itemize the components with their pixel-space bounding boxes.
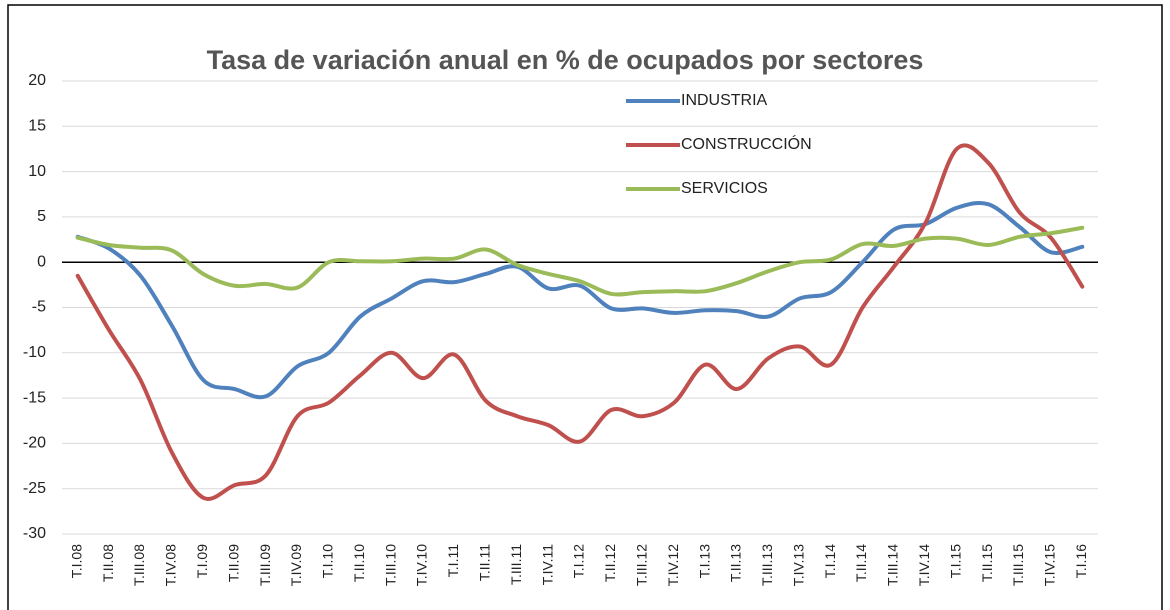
x-tick-label: T.IV.14 — [916, 544, 932, 587]
x-tick-label: T.IV.12 — [665, 544, 681, 587]
x-tick-label: T.II.15 — [979, 544, 995, 582]
y-tick-label: 0 — [37, 253, 46, 270]
x-tick-label: T.I.10 — [320, 544, 336, 578]
y-tick-label: -10 — [23, 344, 46, 361]
x-tick-label: T.III.08 — [131, 544, 147, 586]
y-tick-label: -25 — [23, 480, 46, 497]
x-tick-label: T.IV.09 — [288, 544, 304, 587]
series-line — [75, 225, 1085, 297]
y-tick-label: -30 — [23, 525, 46, 542]
legend-label: CONSTRUCCIÓN — [681, 134, 812, 153]
x-tick-label: T.IV.08 — [163, 544, 179, 587]
x-tick-label: T.I.08 — [68, 544, 84, 578]
x-tick-label: T.II.11 — [477, 544, 493, 581]
y-tick-label: 20 — [28, 72, 46, 89]
y-tick-label: 15 — [28, 118, 46, 135]
y-tick-label: 5 — [37, 208, 46, 225]
x-tick-label: T.IV.11 — [539, 544, 555, 585]
chart-frame — [7, 4, 1163, 610]
x-tick-label: T.I.11 — [445, 544, 461, 577]
x-tick-label: T.IV.15 — [1042, 544, 1058, 587]
legend-label: SERVICIOS — [681, 180, 768, 197]
legend-label: INDUSTRIA — [681, 92, 768, 109]
x-tick-label: T.I.16 — [1073, 544, 1089, 578]
x-tick-label: T.I.15 — [947, 544, 963, 578]
x-tick-label: T.I.09 — [194, 544, 210, 578]
y-tick-label: -20 — [23, 435, 46, 452]
y-tick-label: 10 — [28, 163, 46, 180]
x-tick-label: T.II.08 — [100, 544, 116, 582]
x-tick-label: T.III.11 — [508, 544, 524, 585]
x-tick-label: T.I.13 — [696, 544, 712, 578]
x-tick-label: T.I.12 — [571, 544, 587, 578]
x-tick-label: T.III.10 — [382, 544, 398, 586]
x-tick-label: T.I.14 — [822, 544, 838, 578]
x-tick-label: T.II.14 — [853, 544, 869, 582]
series-line — [75, 143, 1085, 501]
x-tick-label: T.III.13 — [759, 544, 775, 586]
y-tick-label: -15 — [23, 389, 46, 406]
x-tick-label: T.III.12 — [633, 544, 649, 586]
x-tick-label: T.III.09 — [257, 544, 273, 586]
series-line — [75, 200, 1085, 400]
y-tick-label: -5 — [32, 299, 46, 316]
x-tick-label: T.II.13 — [728, 544, 744, 582]
x-tick-label: T.II.10 — [351, 544, 367, 582]
x-tick-label: T.IV.13 — [790, 544, 806, 587]
x-tick-label: T.III.15 — [1010, 544, 1026, 586]
x-tick-label: T.II.12 — [602, 544, 618, 582]
x-tick-label: T.II.09 — [225, 544, 241, 582]
chart-title: Tasa de variación anual en % de ocupados… — [207, 45, 924, 75]
x-tick-label: T.III.14 — [885, 544, 901, 586]
x-tick-label: T.IV.10 — [414, 544, 430, 587]
